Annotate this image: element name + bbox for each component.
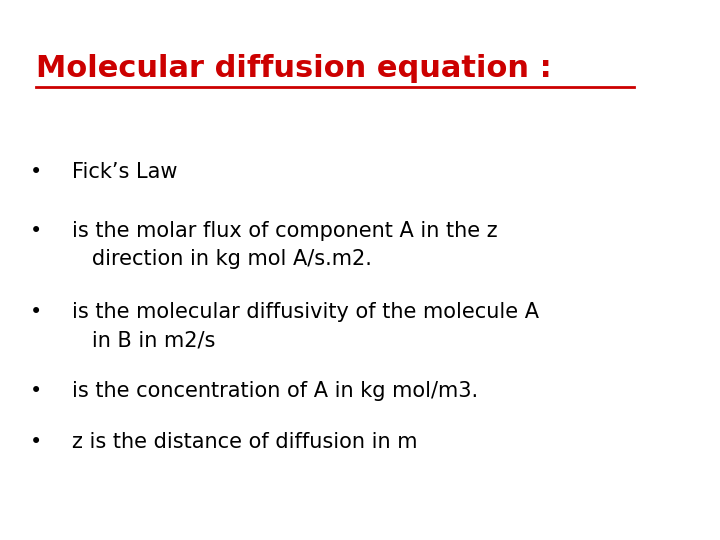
Text: is the concentration of A in kg mol/m3.: is the concentration of A in kg mol/m3. — [72, 381, 478, 401]
Text: Molecular diffusion equation :: Molecular diffusion equation : — [36, 54, 552, 83]
Text: •: • — [30, 432, 42, 452]
Text: •: • — [30, 162, 42, 182]
Text: is the molar flux of component A in the z
   direction in kg mol A/s.m2.: is the molar flux of component A in the … — [72, 221, 498, 269]
Text: z is the distance of diffusion in m: z is the distance of diffusion in m — [72, 432, 418, 452]
Text: Fick’s Law: Fick’s Law — [72, 162, 178, 182]
Text: is the molecular diffusivity of the molecule A
   in B in m2/s: is the molecular diffusivity of the mole… — [72, 302, 539, 350]
Text: •: • — [30, 381, 42, 401]
Text: •: • — [30, 221, 42, 241]
Text: •: • — [30, 302, 42, 322]
